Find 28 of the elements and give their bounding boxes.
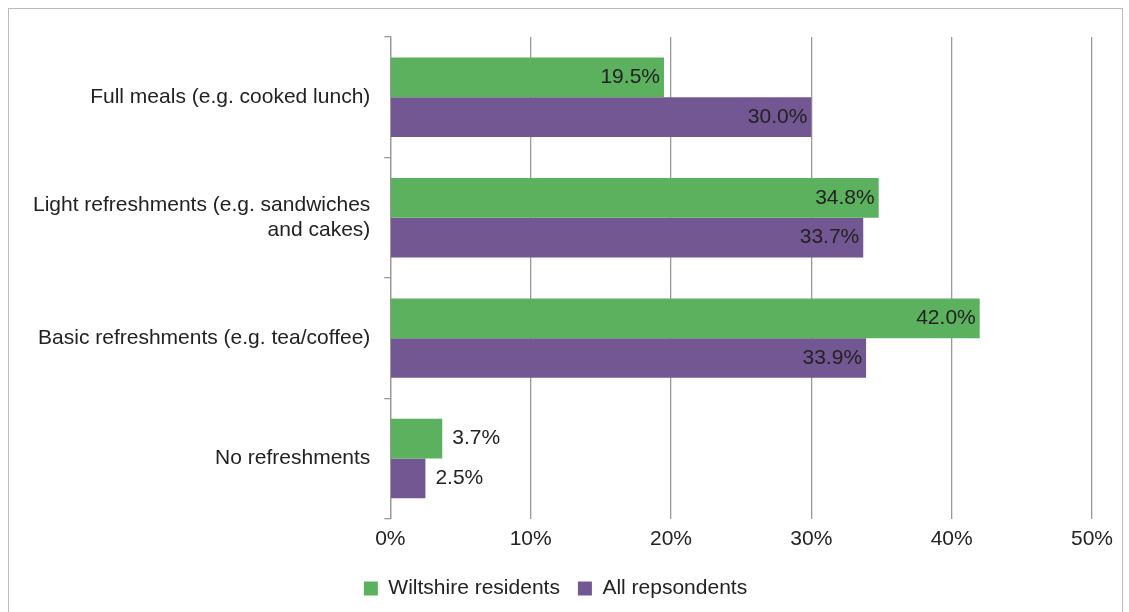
legend-label: Wiltshire residents [388, 575, 560, 599]
bar [390, 57, 664, 98]
x-tick-label: 40% [930, 526, 973, 550]
bar [390, 418, 443, 459]
y-tick-label: No refreshments [215, 445, 371, 469]
data-label: 3.7% [452, 425, 501, 449]
y-tick-label: Basic refreshments (e.g. tea/coffee) [38, 324, 371, 348]
bar [390, 217, 864, 258]
legend-label: All repsondents [602, 575, 748, 599]
x-tick-label: 20% [649, 526, 693, 550]
x-tick-label: 50% [1070, 526, 1114, 550]
bar [390, 97, 812, 137]
data-label: 33.9% [802, 344, 863, 368]
y-tick-label: Light refreshments (e.g. sandwiches and cakes) [32, 191, 371, 241]
data-label: 42.0% [916, 305, 976, 329]
bar [390, 177, 879, 218]
bar [390, 298, 980, 339]
x-tick-label: 10% [509, 526, 552, 550]
x-tick-label: 30% [790, 526, 833, 550]
bar [390, 458, 426, 499]
x-tick-label: 0% [375, 526, 406, 550]
y-tick-label: Full meals (e.g. cooked lunch) [90, 84, 371, 108]
data-label: 33.7% [799, 224, 860, 248]
data-label: 30.0% [747, 103, 808, 127]
data-label: 34.8% [815, 184, 875, 208]
data-label: 2.5% [435, 465, 484, 489]
bar [390, 338, 867, 378]
data-label: 19.5% [600, 64, 660, 88]
